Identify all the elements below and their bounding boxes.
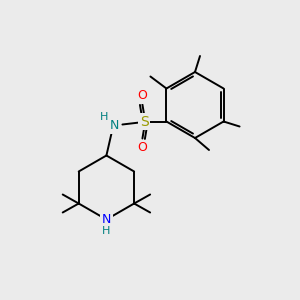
Text: S: S (140, 115, 149, 128)
Text: O: O (137, 89, 147, 102)
Text: N: N (110, 119, 119, 132)
Text: H: H (102, 226, 111, 236)
Text: N: N (102, 213, 111, 226)
Text: O: O (137, 141, 147, 154)
Text: H: H (100, 112, 109, 122)
